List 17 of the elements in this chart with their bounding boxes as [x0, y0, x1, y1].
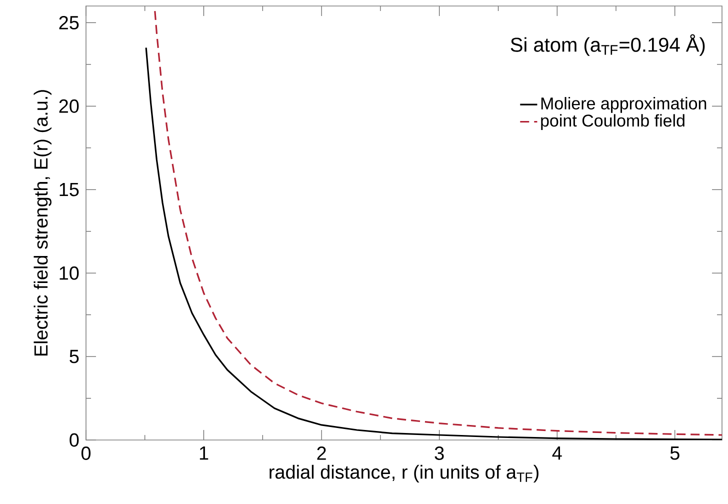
x-tick-label: 1: [200, 446, 208, 460]
y-tick-label: 20: [59, 99, 79, 113]
y-tick-label: 15: [60, 182, 79, 196]
y-axis-title: Electric field strength, E(r) (a.u.): [34, 90, 52, 356]
x-tick-label: 3: [434, 446, 444, 460]
x-axis-title: radial distance, r (in units of a$_{TF}$): [270, 464, 538, 483]
legend-label: point Coulomb field: [541, 114, 684, 130]
y-tick-label: 0: [70, 433, 79, 447]
x-tick-label: 2: [317, 446, 326, 460]
y-tick-label: 25: [59, 16, 79, 30]
x-tick-label: 4: [552, 446, 562, 460]
y-tick-label: 5: [70, 350, 79, 364]
x-tick-label: 0: [81, 446, 91, 460]
y-tick-label: 10: [60, 266, 79, 280]
legend-label: Moliere approximation: [541, 97, 706, 113]
x-tick-label: 5: [670, 446, 680, 460]
annotation: Si atom (a$_{TF}$=0.194 Å): [510, 34, 705, 56]
